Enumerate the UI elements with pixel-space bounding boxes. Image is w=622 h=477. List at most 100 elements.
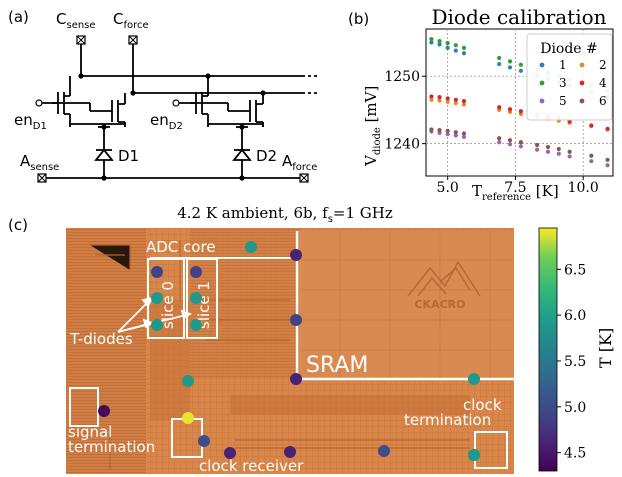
data-point (605, 157, 610, 162)
colorbar-tick-label: 6.5 (564, 262, 586, 278)
sensor-clock-receiver-1 (198, 435, 210, 447)
data-point (461, 45, 467, 50)
legend-entry: 3 (559, 76, 567, 90)
panel-c-label: (c) (8, 216, 28, 234)
data-point (567, 154, 572, 159)
x-tick-label: 7.5 (504, 180, 526, 196)
data-point (445, 45, 450, 50)
data-point (497, 136, 502, 141)
d2-label: D2 (256, 147, 277, 165)
sensor-hotspot (182, 412, 194, 424)
data-point (589, 153, 594, 158)
data-point (518, 140, 523, 145)
data-point (507, 142, 513, 147)
y-tick-label: 1240 (384, 137, 420, 153)
panel-b-label: (b) (348, 10, 369, 28)
en-d1-label: enD1 (14, 111, 47, 132)
legend-marker (539, 98, 545, 104)
sensor-clock-receiver-2 (224, 447, 236, 459)
x-tick-label: 10.0 (568, 180, 599, 196)
chart-title: Diode calibration (431, 5, 606, 29)
sensor-adc-core (245, 241, 257, 253)
slice-1-label: slice 1 (195, 281, 213, 329)
x-tick-label: 5.0 (437, 180, 459, 196)
data-point (445, 128, 450, 133)
data-point (535, 147, 540, 152)
colorbar-tick-label: 5.5 (564, 354, 586, 370)
slice-1-box (186, 258, 218, 339)
sensor-mid-column (182, 375, 194, 387)
die-title: 4.2 K ambient, 6b, fs=1 GHz (177, 204, 393, 225)
legend-marker (579, 62, 585, 68)
sram-region (297, 231, 513, 379)
sram-label: SRAM (306, 353, 368, 378)
data-point (453, 43, 458, 48)
a-force-label: Aforce (282, 152, 317, 173)
data-point (545, 149, 551, 154)
legend-marker (539, 80, 545, 86)
sensor-slice0-bot (151, 319, 163, 331)
data-point (589, 159, 594, 164)
data-point (461, 102, 467, 107)
data-point (437, 128, 442, 133)
data-point (453, 130, 458, 135)
legend-entry: 4 (599, 76, 607, 90)
sensor-bottom-1 (284, 446, 296, 458)
data-point (437, 39, 442, 44)
data-point (556, 146, 561, 152)
colorbar-gradient (538, 227, 558, 472)
sensor-sram-bot (290, 373, 302, 385)
data-point (605, 126, 610, 131)
sensor-right-edge (468, 373, 480, 385)
en-d2-label: enD2 (150, 111, 183, 132)
data-point (437, 42, 442, 47)
data-point (429, 127, 434, 132)
y-tick-label: 1250 (384, 69, 420, 85)
data-point (437, 98, 442, 103)
colorbar-label: T [K] (596, 328, 615, 368)
data-point (453, 97, 458, 102)
data-point (545, 144, 551, 150)
legend: Diode # 1 2 3 4 5 6 (526, 33, 613, 121)
panel-c: (c) 4.2 K ambient, 6b, fs=1 GHz CKACRO (8, 204, 615, 475)
diode-d1-symbol (94, 148, 114, 161)
colorbar-tick-label: 4.5 (564, 446, 586, 462)
t-diodes-label: T-diodes (69, 330, 133, 348)
sensor-slice0-top (151, 266, 163, 278)
logo-text: CKACRO (414, 298, 465, 311)
a-sense-label: Asense (20, 152, 59, 173)
en-d1-terminal (35, 99, 43, 107)
data-point (507, 59, 513, 64)
data-point (605, 163, 610, 168)
data-point (445, 96, 450, 101)
temperature-sensors (98, 241, 480, 461)
c-force-label: Cforce (113, 10, 149, 31)
sensor-signal-termination (98, 405, 110, 417)
clock-receiver-label: clock receiver (199, 457, 304, 475)
colorbar: 4.5 5.0 5.5 6.0 6.5 T [K] (538, 227, 615, 472)
legend-marker (579, 98, 585, 104)
diode-d2-symbol (232, 148, 252, 161)
legend-marker (539, 62, 545, 68)
data-point (518, 62, 523, 67)
data-point (497, 61, 502, 67)
data-point (556, 151, 561, 156)
a-force-pad (299, 173, 309, 183)
legend-entry: 5 (559, 94, 567, 108)
legend-entry: 2 (599, 58, 607, 72)
en-d2-terminal (172, 99, 180, 107)
sensor-slice1-mid (190, 292, 202, 304)
data-point (518, 68, 523, 73)
d1-label: D1 (118, 147, 139, 165)
panel-b: (b) Diode calibration 5.0 7.5 10.0 1240 1250… (348, 5, 614, 203)
data-point (429, 40, 434, 45)
legend-entry: 6 (599, 94, 607, 108)
data-point (445, 41, 450, 46)
sensor-sram-top (290, 249, 302, 261)
data-point (497, 55, 502, 61)
clock-label: clock (463, 396, 502, 414)
signal-termination-box (69, 387, 99, 427)
data-point (518, 144, 523, 149)
signal-termination-label: termination (68, 438, 155, 456)
